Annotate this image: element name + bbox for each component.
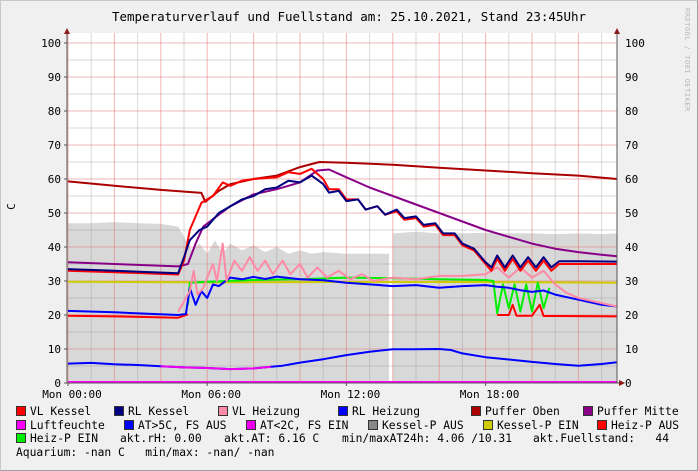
y-tick-label-right: 0	[625, 377, 632, 390]
legend-item: Heiz-P EIN	[16, 432, 98, 445]
legend-item: VL Heizung	[218, 405, 300, 418]
legend-label: VL Kessel	[30, 405, 92, 418]
y-tick-label-right: 40	[625, 241, 638, 254]
series-rl-heizung	[67, 275, 618, 316]
series-heiz-p-aus	[497, 303, 618, 318]
stat-aquarium: Aquarium: -nan C min/max: -nan/ -nan	[16, 446, 275, 459]
legend-swatch	[597, 420, 607, 430]
x-tick-label: Mon 12:00	[321, 388, 381, 400]
rrdtool-watermark: RRDTOOL / TOBI OETIKER	[683, 8, 691, 112]
y-tick-label-left: 50	[48, 207, 61, 220]
legend-swatch	[368, 420, 378, 430]
legend-swatch	[483, 420, 493, 430]
legend-swatch	[471, 406, 481, 416]
stat-minmax-at: min/maxAT24h: 4.06 /10.31	[342, 432, 513, 445]
legend-label: AT<2C, FS EIN	[260, 419, 349, 432]
y-tick-label-right: 60	[625, 173, 638, 186]
legend-item: RL Heizung	[338, 405, 420, 418]
series-rl-kessel	[67, 174, 618, 275]
legend-item: VL Kessel	[16, 405, 91, 418]
legend-label: Kessel-P EIN	[497, 419, 579, 432]
legend-item: Luftfeuchte	[16, 419, 105, 432]
legend-item: Puffer Mitte	[583, 405, 679, 418]
legend-label: RL Heizung	[352, 405, 421, 418]
legend-label: Heiz-P AUS	[611, 419, 680, 432]
y-tick-label-right: 20	[625, 309, 638, 322]
legend-label: Heiz-P EIN	[30, 432, 99, 445]
y-tick-label-left: 20	[48, 309, 61, 322]
legend-label: Kessel-P AUS	[382, 419, 464, 432]
legend-swatch	[16, 406, 26, 416]
y-tick-label-left: 90	[48, 71, 61, 84]
chart-title: Temperaturverlauf und Fuellstand am: 25.…	[111, 9, 587, 24]
chart-plot: 0 0 10 10 20 20 30 30 40 40 50 50 60 60 70 70 80 80 90 90 10…	[41, 28, 645, 400]
stat-at: akt.AT: 6.16 C	[224, 432, 320, 445]
legend-item: AT>5C, FS AUS	[124, 419, 226, 432]
series-puffer-mitte	[67, 168, 618, 268]
legend-swatch	[583, 406, 593, 416]
y-tick-label-left: 0	[54, 377, 61, 390]
y-tick-label-left: 70	[48, 139, 61, 152]
legend-label: Puffer Mitte	[597, 405, 679, 418]
legend-item: RL Kessel	[114, 405, 189, 418]
y-tick-label-right: 80	[625, 105, 638, 118]
series-heiz-p-aus	[67, 313, 189, 319]
area-kessel-p-aus	[392, 231, 618, 383]
legend-item: Heiz-P AUS	[597, 419, 679, 432]
y-tick-label-right: 90	[625, 71, 638, 84]
legend-label: VL Heizung	[232, 405, 301, 418]
legend-item: Puffer Oben	[471, 405, 560, 418]
y-tick-label-left: 40	[48, 241, 61, 254]
area-kessel-p-aus	[68, 222, 389, 383]
axis-arrow-right-icon	[619, 380, 625, 386]
legend-swatch	[114, 406, 124, 416]
legend-swatch	[16, 420, 26, 430]
legend-label: Luftfeuchte	[30, 419, 105, 432]
legend-swatch	[246, 420, 256, 430]
y-tick-label-left: 60	[48, 173, 61, 186]
y-tick-label-right: 100	[625, 37, 645, 50]
y-tick-label-right: 30	[625, 275, 638, 288]
y-tick-label-left: 10	[48, 343, 61, 356]
stat-fuellstand: akt.Fuellstand: 44	[533, 432, 670, 445]
series-heiz-p-ein	[186, 276, 551, 315]
y-tick-label-right: 70	[625, 139, 638, 152]
series-at-2c-fs-ein	[160, 365, 272, 371]
x-tick-label: Mon 00:00	[42, 388, 102, 400]
legend-swatch	[338, 406, 348, 416]
x-tick-label: Mon 18:00	[460, 388, 520, 400]
legend-item: Kessel-P AUS	[368, 419, 464, 432]
axis-arrow-up-icon	[64, 28, 70, 34]
y-tick-label-right: 50	[625, 207, 638, 220]
legend-swatch	[124, 420, 134, 430]
legend-swatch	[16, 433, 26, 443]
stat-rh: akt.rH: 0.00	[120, 432, 202, 445]
y-tick-label-right: 10	[625, 343, 638, 356]
y-tick-label-left: 100	[41, 37, 61, 50]
legend-item: AT<2C, FS EIN	[246, 419, 348, 432]
legend-label: Puffer Oben	[485, 405, 560, 418]
axis-arrow-up-icon	[614, 28, 620, 34]
legend-swatch	[218, 406, 228, 416]
y-tick-label-left: 30	[48, 275, 61, 288]
x-tick-label: Mon 06:00	[181, 388, 241, 400]
legend-item: Kessel-P EIN	[483, 419, 579, 432]
legend-label: RL Kessel	[128, 405, 190, 418]
legend-label: AT>5C, FS AUS	[138, 419, 227, 432]
y-tick-label-left: 80	[48, 105, 61, 118]
